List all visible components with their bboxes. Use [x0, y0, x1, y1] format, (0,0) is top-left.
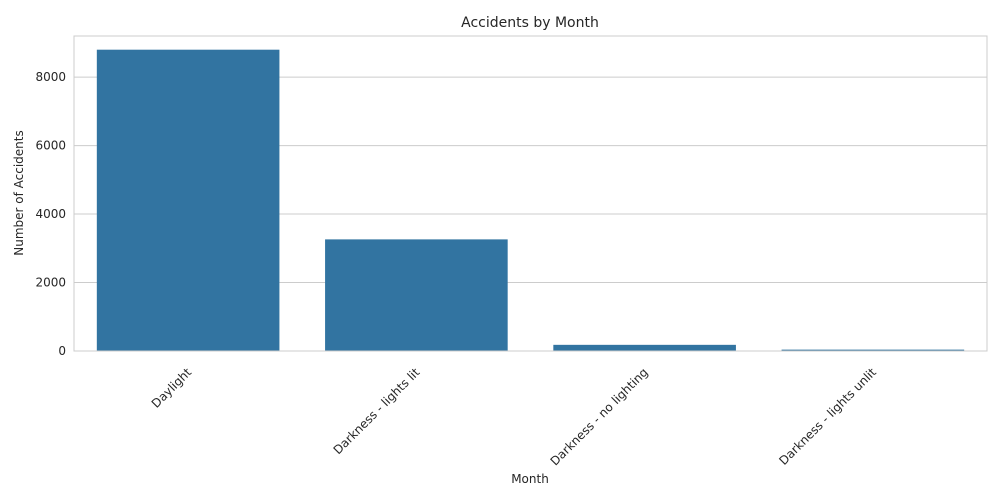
y-tick-label: 6000	[35, 139, 66, 153]
y-tick-label: 4000	[35, 207, 66, 221]
plot-frame	[73, 35, 988, 352]
x-tick-label: Darkness - lights unlit	[776, 365, 879, 468]
x-tick-label: Darkness - lights lit	[331, 365, 423, 457]
y-tick-label: 2000	[35, 276, 66, 290]
x-tick-label: Daylight	[149, 365, 195, 411]
y-tick-label: 8000	[35, 70, 66, 84]
bar-1	[325, 239, 508, 351]
chart-title: Accidents by Month	[461, 15, 599, 31]
bar-2	[553, 344, 736, 351]
y-tick-labels: 0 2000 4000 6000 8000	[35, 70, 66, 358]
x-tick-labels: Daylight Darkness - lights lit Darkness - …	[149, 365, 879, 468]
y-axis-label: Number of Accidents	[12, 130, 26, 256]
y-tick-label: 0	[58, 344, 66, 358]
bars	[96, 49, 965, 352]
x-axis-label: Month	[511, 472, 549, 486]
bar-3	[781, 349, 965, 351]
x-tick-label: Darkness - no lighting	[548, 365, 651, 468]
bar-0	[96, 49, 280, 352]
